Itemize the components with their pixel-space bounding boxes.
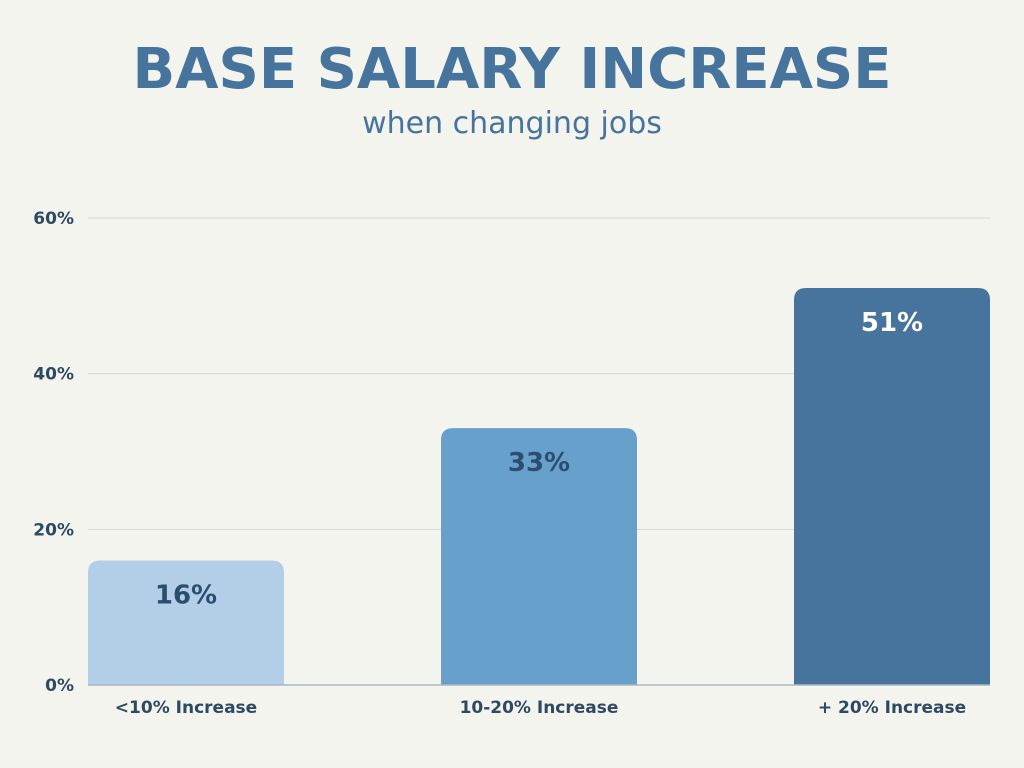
y-tick-label: 0%	[45, 676, 74, 696]
y-tick-label: 60%	[33, 209, 74, 229]
bar	[794, 288, 990, 685]
data-label: 16%	[155, 580, 217, 610]
x-axis-category-labels: <10% Increase 10-20% Increase + 20% Increa…	[115, 698, 966, 718]
data-labels: 16% 33% 51%	[155, 308, 923, 610]
y-axis-tick-labels: 0% 20% 40% 60%	[33, 209, 74, 696]
bars	[88, 288, 990, 685]
data-label: 51%	[861, 308, 923, 338]
x-category-label: + 20% Increase	[818, 698, 966, 718]
y-tick-label: 20%	[33, 520, 74, 540]
bar	[441, 428, 637, 685]
x-category-label: 10-20% Increase	[460, 698, 619, 718]
x-category-label: <10% Increase	[115, 698, 257, 718]
data-label: 33%	[508, 448, 570, 478]
bar	[88, 560, 284, 685]
y-tick-label: 40%	[33, 365, 74, 385]
chart-subtitle: when changing jobs	[362, 106, 662, 141]
chart-title: BASE SALARY INCREASE	[132, 37, 892, 102]
